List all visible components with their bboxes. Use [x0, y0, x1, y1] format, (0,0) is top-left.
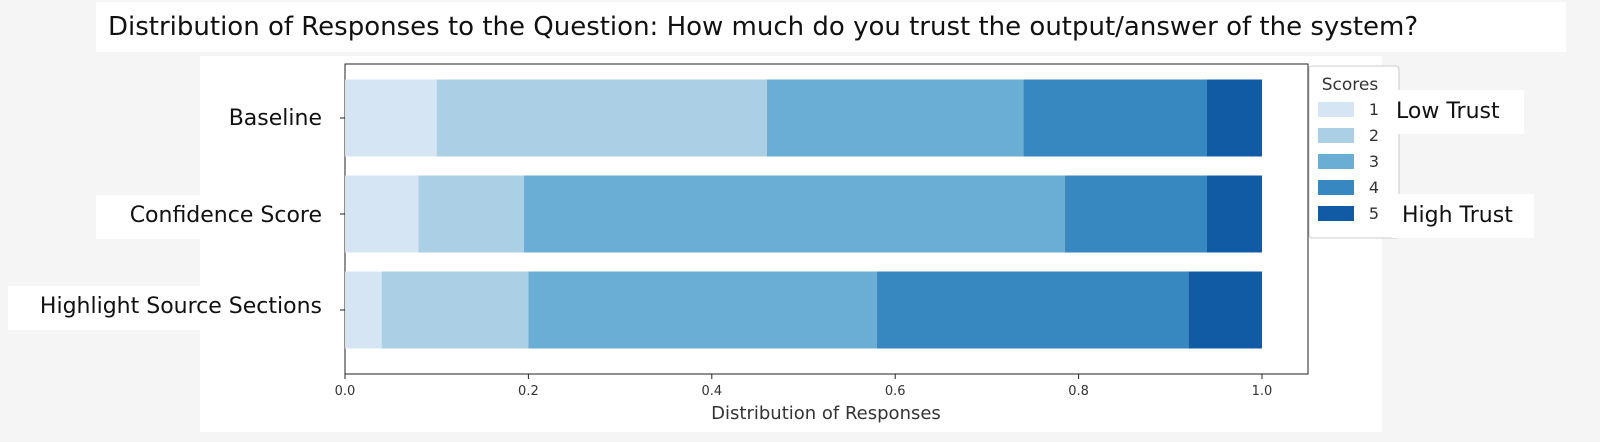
bar-segment-2-score-5 [1188, 271, 1262, 349]
low-trust-annotation-box: Low Trust [1386, 90, 1524, 134]
bar-segment-2-score-2 [381, 271, 529, 349]
bar-segment-1-score-4 [1064, 175, 1207, 253]
legend: Scores 1 2 3 4 5 [1308, 65, 1400, 239]
legend-label-3: 3 [1369, 152, 1379, 171]
legend-title: Scores [1322, 75, 1379, 95]
legend-swatch-3 [1318, 154, 1354, 169]
category-label: Confidence Score [129, 203, 322, 228]
ticks-group: 0.0 0.2 0.4 0.6 0.8 1.0 [335, 374, 1273, 399]
high-trust-annotation-box: High Trust [1392, 194, 1534, 238]
bar-segment-1-score-2 [418, 175, 524, 253]
bar-segment-0-score-4 [1023, 79, 1207, 157]
legend-swatch-2 [1318, 128, 1354, 143]
legend-label-4: 4 [1369, 178, 1379, 197]
legend-swatch-1 [1318, 102, 1354, 117]
category-label-box-1: Confidence Score [96, 195, 334, 239]
bar-segment-0-score-3 [766, 79, 1024, 157]
x-axis-label: Distribution of Responses [711, 403, 941, 424]
bar-segment-2-score-3 [528, 271, 877, 349]
bar-segment-1-score-1 [345, 175, 419, 253]
title-box: Distribution of Responses to the Questio… [96, 2, 1566, 52]
bar-segment-2-score-4 [876, 271, 1189, 349]
bar-segment-1-score-3 [523, 175, 1065, 253]
category-label: Baseline [228, 106, 322, 131]
legend-label-1: 1 [1369, 100, 1379, 119]
x-tick-label: 0.4 [701, 384, 722, 399]
category-label-box-0: Baseline [200, 98, 334, 142]
legend-swatch-5 [1318, 206, 1354, 221]
bar-segment-2-score-1 [345, 271, 382, 349]
bar-segment-0-score-2 [436, 79, 767, 157]
category-label: Highlight Source Sections [39, 294, 322, 319]
category-label-box-2: Highlight Source Sections [8, 286, 334, 330]
x-tick-label: 1.0 [1252, 384, 1273, 399]
low-trust-annotation: Low Trust [1396, 99, 1500, 124]
x-tick-label: 0.6 [885, 384, 906, 399]
legend-label-2: 2 [1369, 126, 1379, 145]
bar-segment-0-score-1 [345, 79, 437, 157]
legend-swatch-4 [1318, 180, 1354, 195]
high-trust-annotation: High Trust [1402, 203, 1513, 228]
legend-label-5: 5 [1369, 204, 1379, 223]
x-tick-label: 0.2 [518, 384, 539, 399]
bars-group [345, 79, 1262, 349]
x-tick-label: 0.0 [335, 384, 356, 399]
chart-title: Distribution of Responses to the Questio… [108, 12, 1419, 42]
x-tick-label: 0.8 [1068, 384, 1089, 399]
bar-segment-0-score-5 [1206, 79, 1262, 157]
bar-segment-1-score-5 [1206, 175, 1262, 253]
